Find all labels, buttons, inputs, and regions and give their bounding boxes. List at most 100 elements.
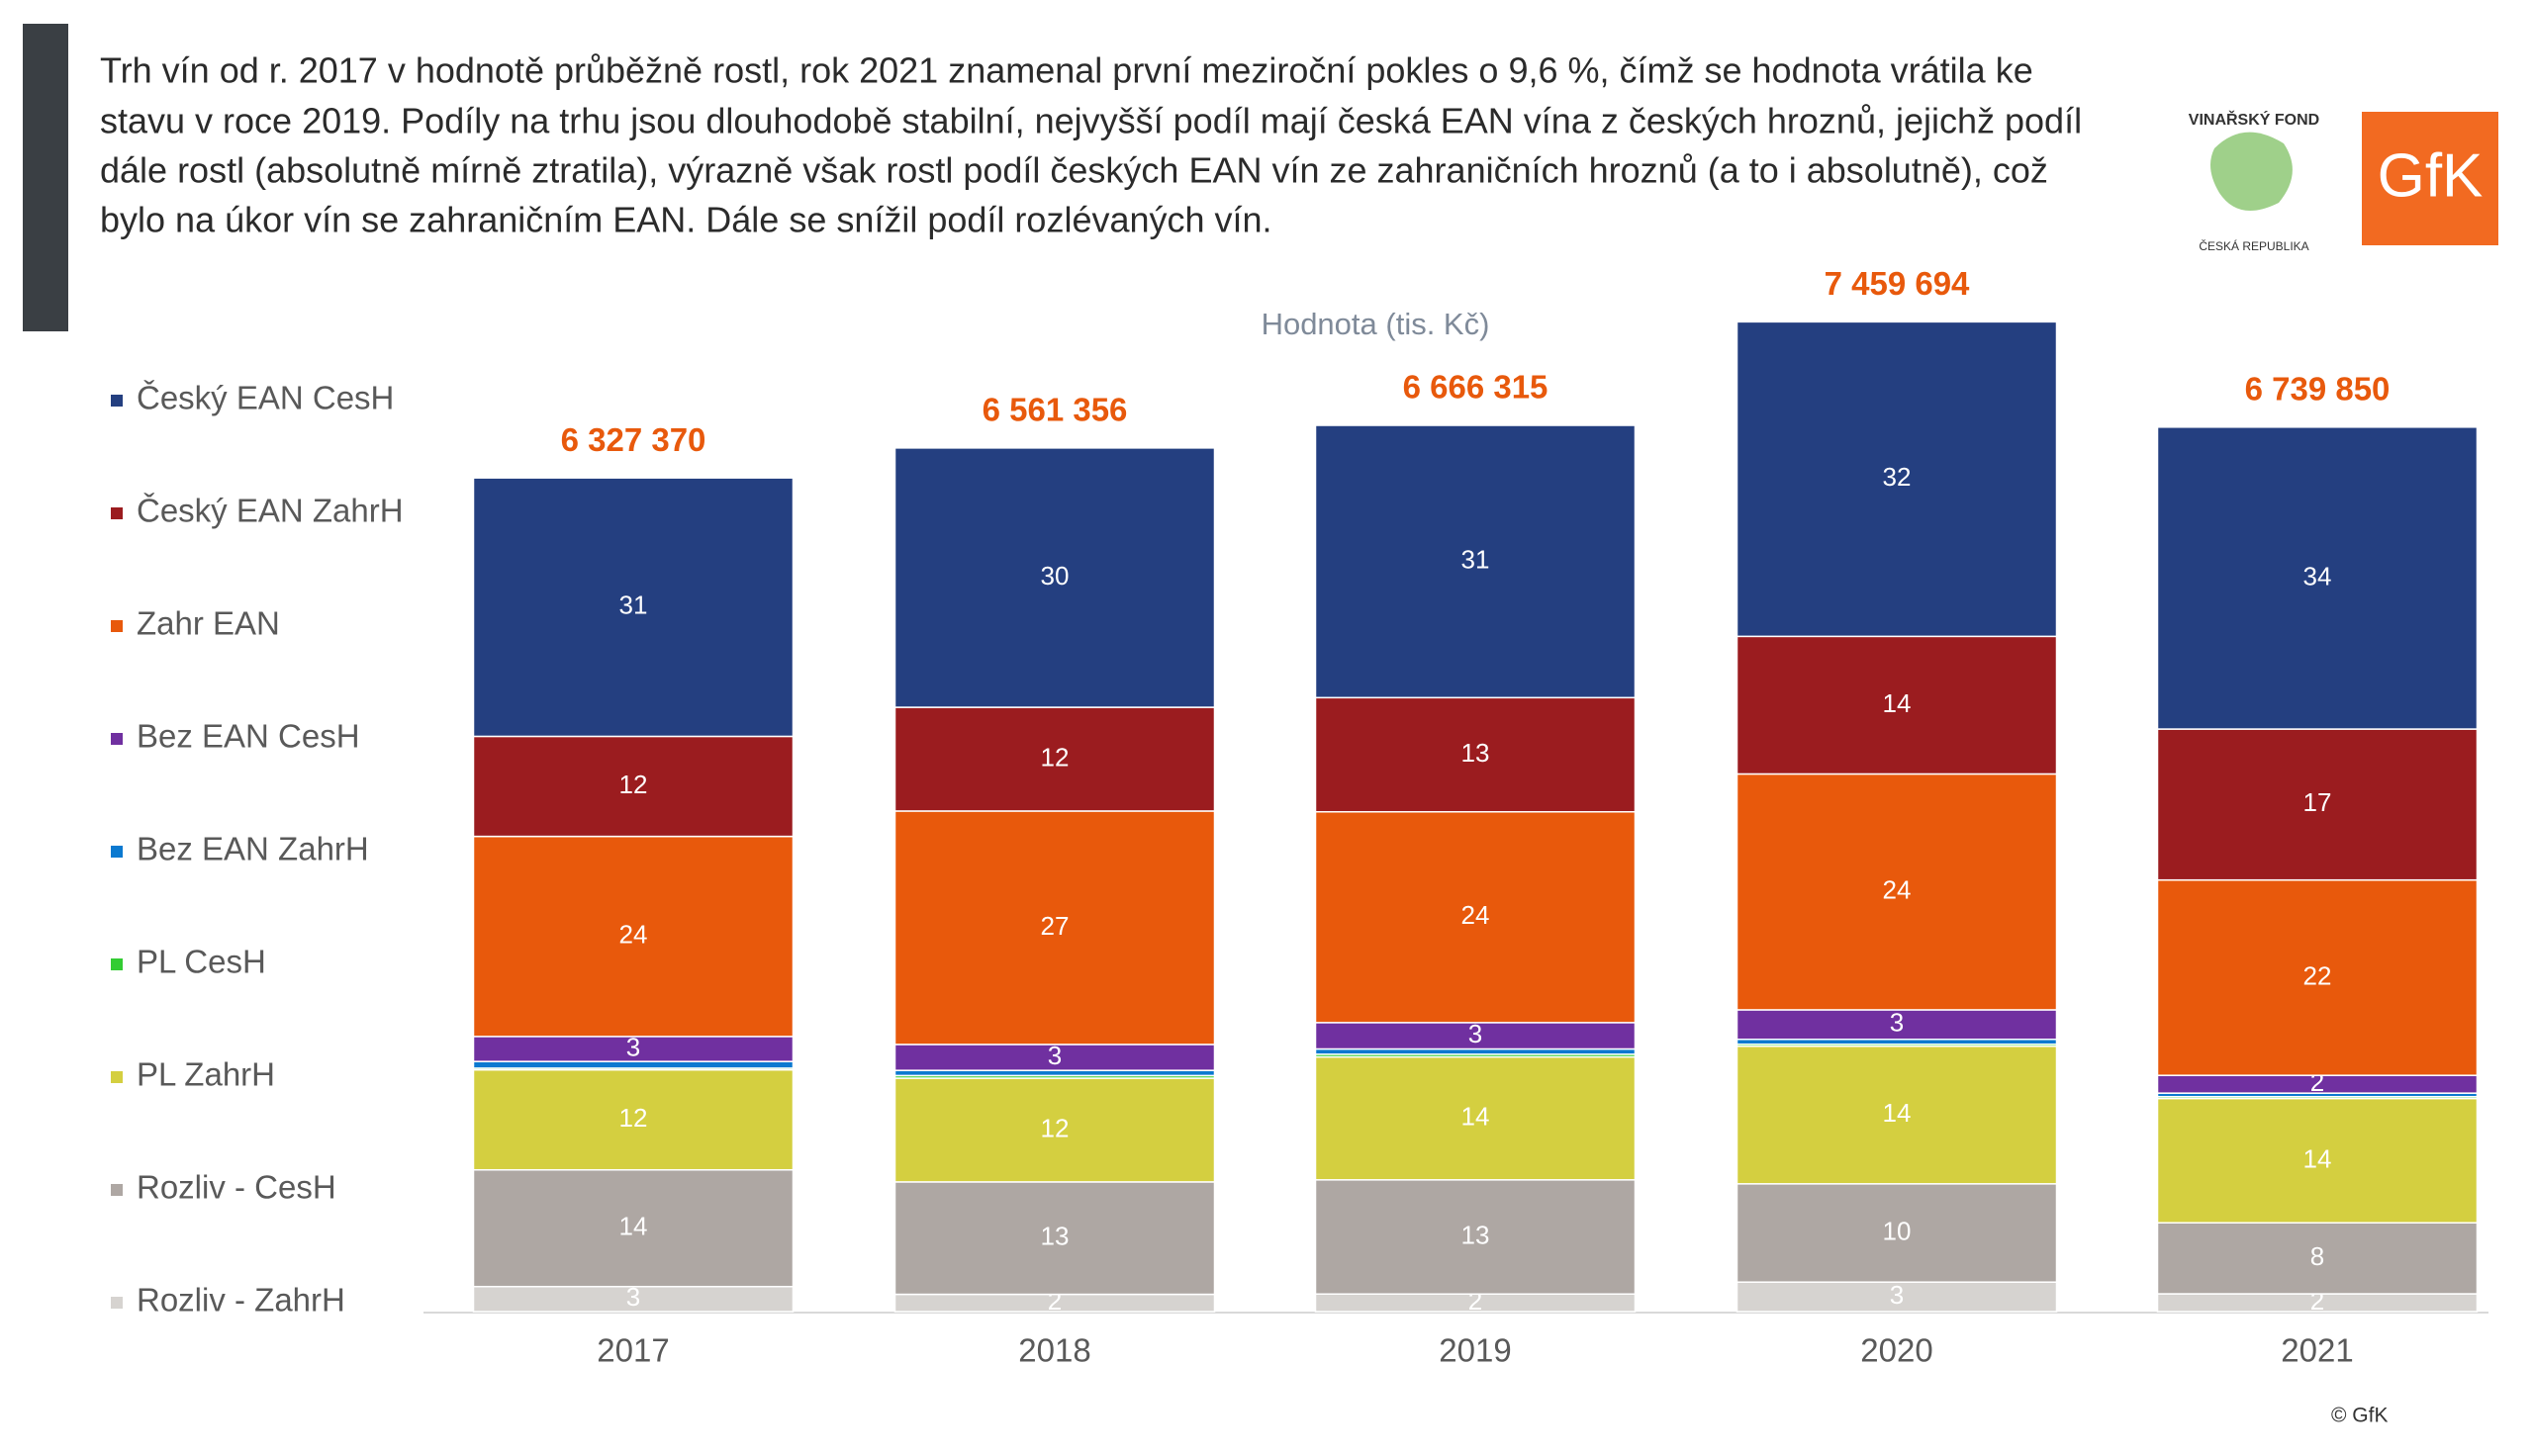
bar-segment [1736,1045,2058,1185]
bar-segment [1314,810,1637,1024]
segment-label: 32 [1883,462,1912,492]
bar-segment [472,1285,795,1313]
segment-label: 31 [1461,545,1490,575]
bar-segment [1314,424,1637,699]
legend-label: PL ZahrH [137,1056,275,1093]
bar-segment [1314,1055,1637,1181]
legend-marker [111,733,123,745]
bar-segment [1314,696,1637,813]
bar-segment [472,477,795,738]
logo-text: VINAŘSKÝ FOND [2189,110,2319,129]
description-line: Trh vín od r. 2017 v hodnotě průběžně ro… [100,50,2033,91]
credit: © GfK [2331,1405,2388,1427]
legend-label: Bez EAN CesH [137,718,360,755]
logo-shape [2210,132,2293,211]
bar-segment [472,835,795,1038]
description-line: dále rostl (absolutně mírně ztratila), v… [100,150,2048,191]
segment-label: 8 [2310,1241,2324,1271]
bar-segment [2156,878,2479,1076]
gfk-logo: GfK [2362,112,2498,245]
bar-segment [1314,1047,1637,1055]
x-tick-label: 2018 [1018,1332,1090,1369]
segment-label: 24 [1461,900,1490,930]
bar-segment [1736,773,2058,1011]
segment-label: 12 [619,1103,648,1133]
segment-label: 12 [1041,742,1070,772]
segment-label: 3 [1890,1280,1904,1310]
bar-segment [893,1044,1216,1071]
bar-segment [893,810,1216,1046]
bar-segment [1736,1009,2058,1041]
description-line: stavu v roce 2019. Podíly na trhu jsou d… [100,101,2082,141]
legend-marker [111,1297,123,1309]
description-line: bylo na úkor vín se zahraničním EAN. Dál… [100,200,1272,240]
segment-label: 14 [619,1212,648,1241]
segment-label: 10 [1883,1216,1912,1245]
legend-marker [111,846,123,858]
bar-segment [1736,320,2058,638]
x-tick-label: 2021 [2281,1332,2353,1369]
bar-segment [1736,1281,2058,1313]
legend-marker [111,1184,123,1196]
total-label: 7 459 694 [1825,265,1970,302]
legend-label: PL CesH [137,944,266,980]
legend-marker [111,958,123,970]
segment-label: 14 [1883,688,1912,718]
bar-segment [2156,1097,2479,1224]
bar-segment [472,1060,795,1069]
legend-label: Český EAN ZahrH [137,493,404,529]
segment-label: 22 [2303,960,2332,990]
bar-segment [893,1077,1216,1183]
logo-text: GfK [2378,141,2484,210]
vinarsky-fond-logo: VINAŘSKÝ FOND ČESKÁ REPUBLIKA [2189,110,2319,253]
legend-marker [111,507,123,519]
description: Trh vín od r. 2017 v hodnotě průběžně ro… [100,50,2082,240]
segment-label: 12 [619,770,648,799]
segment-label: 14 [1883,1098,1912,1128]
bar-segment [1314,1179,1637,1295]
segment-label: 27 [1041,911,1070,941]
segment-label: 3 [1468,1019,1482,1048]
total-label: 6 666 315 [1403,369,1548,406]
segment-label: 17 [2303,787,2332,817]
legend-marker [111,620,123,632]
segment-label: 13 [1461,738,1490,768]
legend-marker [111,395,123,407]
segment-label: 3 [1048,1041,1062,1070]
legend-label: Bez EAN ZahrH [137,831,369,867]
legend-marker [111,1071,123,1083]
segment-label: 31 [619,591,648,620]
segment-label: 34 [2303,561,2332,591]
segment-label: 12 [1041,1113,1070,1142]
bar-segment [2156,728,2479,881]
bar-segment [893,706,1216,812]
segment-label: 13 [1461,1220,1490,1249]
total-label: 6 327 370 [561,421,706,458]
bar-segment [893,1181,1216,1296]
chart-title: Hodnota (tis. Kč) [1262,307,1490,341]
bar-segment [472,735,795,838]
segment-label: 3 [626,1032,640,1061]
x-tick-label: 2020 [1860,1332,1932,1369]
side-bar [23,24,68,331]
x-tick-label: 2017 [597,1332,669,1369]
bar-segment [893,447,1216,708]
legend-label: Český EAN CesH [137,380,394,416]
bar-segment [472,1068,795,1171]
legend-label: Rozliv - CesH [137,1169,336,1206]
segment-label: 30 [1041,561,1070,591]
bar-segment [1736,1183,2058,1283]
segment-label: 3 [1890,1008,1904,1038]
x-tick-label: 2019 [1439,1332,1511,1369]
segment-label: 13 [1041,1222,1070,1251]
logo-box [2362,112,2498,245]
segment-label: 14 [2303,1143,2332,1173]
bar-segment [893,1069,1216,1077]
segment-label: 24 [619,920,648,950]
segment-label: 24 [1883,875,1912,905]
total-label: 6 739 850 [2245,371,2391,408]
segment-label: 3 [626,1282,640,1312]
segment-label: 14 [1461,1102,1490,1132]
bar-segment [1736,635,2058,775]
